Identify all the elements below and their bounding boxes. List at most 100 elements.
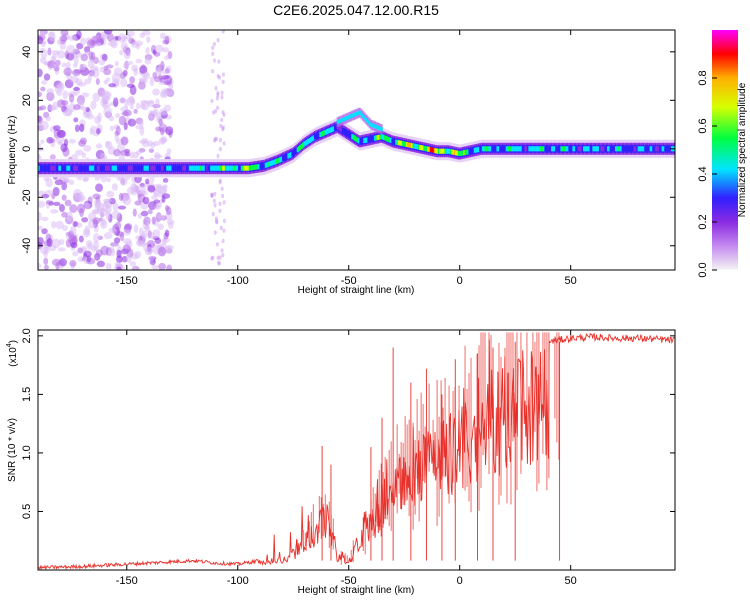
ridge-cell xyxy=(464,149,467,155)
ridge-cell xyxy=(228,165,231,171)
noise-blob xyxy=(151,264,159,270)
ridge-cell xyxy=(84,165,88,171)
noise-blob xyxy=(109,125,115,132)
noise-blob xyxy=(93,240,100,251)
ridge-cell xyxy=(212,165,215,171)
noise-blob xyxy=(126,83,135,88)
ridge-cell xyxy=(602,146,606,152)
ridge-cell xyxy=(397,140,401,146)
noise-blob xyxy=(135,235,141,240)
ridge-cell xyxy=(138,165,141,171)
ridge-cell xyxy=(638,146,642,152)
ridge-cell xyxy=(210,165,213,171)
ridge-cell xyxy=(142,165,145,171)
ridge-cell xyxy=(363,138,366,144)
ridge-cell xyxy=(279,157,282,163)
noise-blob xyxy=(129,104,134,110)
ridge-cell xyxy=(250,165,253,171)
ridge-cell xyxy=(298,146,301,152)
branch-cell xyxy=(352,113,355,118)
ridge-cell xyxy=(325,129,329,135)
ridge-cell xyxy=(657,146,660,152)
ridge-cell xyxy=(527,146,530,152)
ridge-cell xyxy=(352,134,355,140)
noise-blob xyxy=(143,72,151,80)
ridge-cell xyxy=(475,147,478,153)
ridge-cell xyxy=(252,164,255,170)
ridge-cell xyxy=(604,146,607,152)
noise-blob xyxy=(94,202,102,208)
noise-blob xyxy=(115,125,121,136)
noise-blob xyxy=(115,113,121,119)
ridge-cell xyxy=(167,165,170,171)
noise-blob xyxy=(133,224,139,234)
noise-blob xyxy=(220,117,224,123)
ridge-cell xyxy=(38,165,41,171)
noise-blob xyxy=(215,96,219,101)
ridge-cell xyxy=(459,151,462,157)
ridge-cell xyxy=(68,165,72,171)
ridge-cell xyxy=(76,165,80,171)
ridge-cell xyxy=(258,164,261,170)
ridge-cell xyxy=(242,165,245,171)
ridge-cell xyxy=(497,146,500,152)
noise-blob xyxy=(218,137,222,143)
bottom-y-ticks: 0.5 1.0 1.5 2.0 xyxy=(21,328,675,519)
ridge-cell xyxy=(436,148,439,154)
noise-blob xyxy=(126,254,132,263)
ridge-cell xyxy=(300,143,303,149)
ridge-cell xyxy=(380,134,383,140)
ridge-cell xyxy=(630,146,634,152)
ridge-cell xyxy=(441,148,445,154)
noise-blob xyxy=(51,258,61,267)
noise-blob xyxy=(122,195,132,206)
ridge-cell xyxy=(419,144,422,150)
ridge-cell xyxy=(453,150,457,156)
noise-blob xyxy=(95,78,100,86)
ridge-cell xyxy=(353,135,357,141)
noise-blob xyxy=(111,210,121,220)
noise-blob xyxy=(120,136,129,146)
y-multiplier-base: (x10 xyxy=(8,347,19,367)
ridge-cell xyxy=(175,165,178,171)
ridge-cell xyxy=(131,165,134,171)
noise-blob xyxy=(46,91,55,102)
noise-blob xyxy=(216,37,220,43)
ridge-cell xyxy=(501,146,504,152)
noise-blob xyxy=(79,64,86,71)
branch-cell xyxy=(364,116,367,121)
noise-blob xyxy=(41,80,48,85)
noise-blob xyxy=(120,77,128,88)
noise-blob xyxy=(213,230,217,235)
snr-line xyxy=(38,332,675,570)
noise-blob xyxy=(75,149,84,156)
ridge-cell xyxy=(106,165,109,171)
branch-cell xyxy=(371,123,374,128)
ridge-cell xyxy=(122,165,125,171)
noise-blob xyxy=(123,49,131,60)
noise-blob xyxy=(216,105,220,110)
noise-blob xyxy=(107,248,116,257)
ridge-cell xyxy=(152,165,156,171)
noise-blob xyxy=(48,104,56,112)
noise-blob xyxy=(210,192,214,197)
ridge-cell xyxy=(256,164,259,170)
noise-blob xyxy=(60,35,68,42)
ridge-cell xyxy=(368,136,371,142)
noise-blob xyxy=(118,115,127,126)
bottom-y-tick-label: 2.0 xyxy=(21,328,33,343)
ridge-cell xyxy=(347,131,350,137)
ridge-cell xyxy=(590,146,594,152)
colorbar-gradient xyxy=(712,30,738,270)
ridge-cell xyxy=(369,136,373,142)
noise-blob xyxy=(84,225,90,236)
noise-blob xyxy=(211,51,215,57)
ridge-cell xyxy=(417,144,421,150)
noise-blob xyxy=(210,256,214,261)
ridge-cell xyxy=(389,138,393,144)
branch-cell xyxy=(368,121,371,126)
ridge-cell xyxy=(44,165,48,171)
ridge-cell xyxy=(224,165,227,171)
branch-cell xyxy=(345,116,349,121)
noise-blob xyxy=(40,120,49,131)
